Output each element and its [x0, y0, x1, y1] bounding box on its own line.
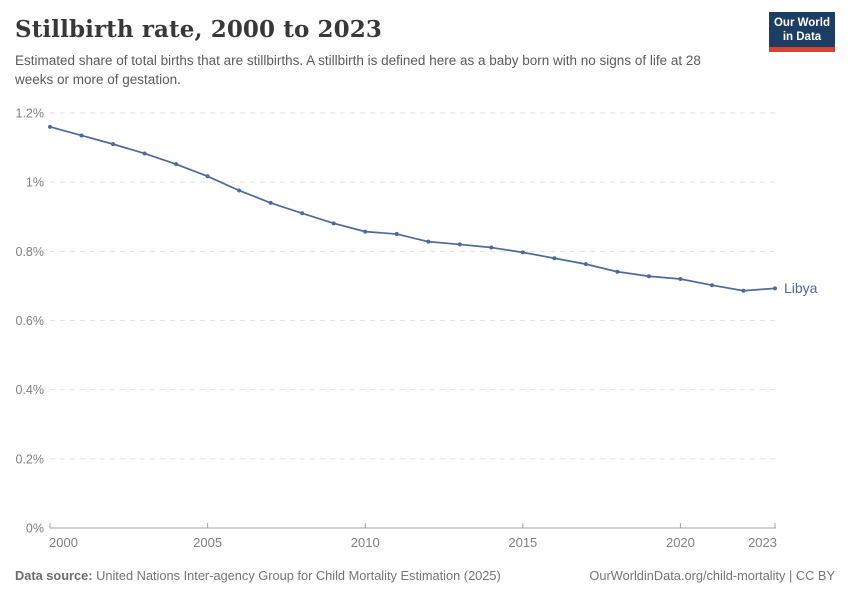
- owid-logo[interactable]: Our World in Data: [769, 12, 835, 52]
- series-end-label[interactable]: Libya: [784, 280, 818, 296]
- data-point[interactable]: [142, 151, 147, 156]
- data-source-text: United Nations Inter-agency Group for Ch…: [96, 568, 501, 583]
- chart-title: Stillbirth rate, 2000 to 2023: [15, 16, 382, 43]
- data-point[interactable]: [237, 188, 242, 193]
- attribution-link[interactable]: OurWorldinData.org/child-mortality | CC …: [589, 568, 835, 583]
- data-point[interactable]: [363, 229, 368, 234]
- data-point[interactable]: [457, 242, 462, 247]
- data-point[interactable]: [174, 162, 179, 167]
- y-axis-tick-label: 1%: [26, 176, 44, 190]
- data-point[interactable]: [552, 256, 557, 261]
- data-point[interactable]: [268, 200, 273, 205]
- x-axis-tick-label: 2000: [49, 535, 78, 550]
- data-point[interactable]: [331, 221, 336, 226]
- data-point[interactable]: [205, 174, 210, 179]
- y-axis-tick-label: 0.6%: [16, 314, 45, 328]
- data-point[interactable]: [111, 142, 116, 147]
- y-axis-tick-label: 0.2%: [16, 452, 45, 466]
- y-axis-tick-label: 0.4%: [16, 383, 45, 397]
- data-point[interactable]: [48, 124, 52, 129]
- y-axis-tick-label: 0%: [26, 522, 44, 536]
- data-point[interactable]: [394, 232, 399, 237]
- data-point[interactable]: [773, 286, 777, 291]
- data-point[interactable]: [709, 283, 714, 288]
- data-source: Data source: United Nations Inter-agency…: [15, 568, 501, 583]
- x-axis-tick-label: 2015: [508, 535, 537, 550]
- line-chart[interactable]: 0% 0.2% 0.4% 0.6% 0.8% 1% 1.2% 2000 2005 2010 2015…: [0, 100, 850, 560]
- series-line[interactable]: [49, 126, 776, 292]
- y-axis-tick-label: 0.8%: [16, 245, 45, 259]
- data-point[interactable]: [646, 274, 651, 279]
- chart-footer: Data source: United Nations Inter-agency…: [15, 568, 835, 583]
- data-point[interactable]: [615, 269, 620, 274]
- owid-logo-line2: in Data: [782, 31, 822, 43]
- data-point[interactable]: [678, 277, 683, 281]
- data-point[interactable]: [426, 239, 431, 244]
- data-point[interactable]: [300, 211, 305, 216]
- data-point[interactable]: [520, 250, 525, 255]
- owid-logo-line1: Our World: [773, 17, 830, 29]
- y-axis-tick-label: 1.2%: [16, 107, 45, 121]
- chart-subtitle: Estimated share of total births that are…: [15, 53, 701, 87]
- x-axis-tick-label: 2020: [666, 535, 695, 550]
- data-point[interactable]: [583, 262, 588, 267]
- x-axis-tick-label: 2005: [193, 535, 222, 550]
- data-point[interactable]: [79, 133, 84, 138]
- data-source-label: Data source:: [15, 568, 93, 583]
- x-axis-tick-label: 2010: [351, 535, 380, 550]
- data-point[interactable]: [489, 245, 494, 250]
- x-axis-tick-label: 2023: [748, 535, 777, 550]
- data-point[interactable]: [741, 288, 746, 293]
